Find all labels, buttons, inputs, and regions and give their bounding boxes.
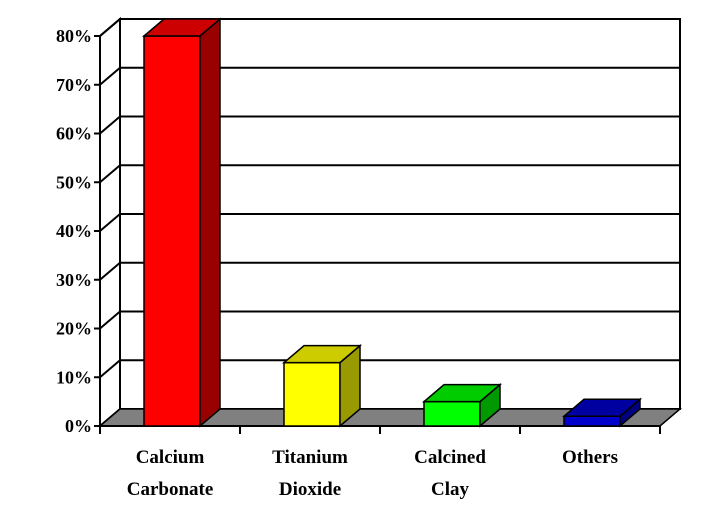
y-tick-label: 80% — [56, 26, 92, 46]
gridline-depth — [99, 213, 121, 232]
gridline-depth — [99, 115, 121, 135]
x-category-label-line: Calcined — [414, 447, 486, 468]
x-category-label-line: Carbonate — [127, 479, 214, 500]
y-tick-label: 40% — [56, 221, 92, 241]
bar — [281, 344, 363, 428]
x-category-label-line: Clay — [431, 479, 470, 500]
y-tick-label: 60% — [56, 124, 92, 144]
gridline-depth — [99, 359, 121, 379]
bar — [141, 17, 223, 428]
gridline-depth — [99, 310, 121, 330]
x-category-label: Others — [562, 447, 618, 468]
gridline-depth — [99, 261, 121, 281]
x-category-label: Calcium Carbonate — [127, 447, 214, 500]
y-tick-label: 50% — [56, 172, 92, 192]
y-tick-label: 70% — [56, 75, 92, 95]
x-category-label-line: Calcium — [136, 447, 205, 468]
bar-front — [283, 361, 341, 427]
bar-top — [281, 344, 363, 364]
y-tick-label: 0% — [65, 416, 92, 436]
y-tick-labels: 0% 10% 20% 30% 40% 50% 60% 70% 80% — [56, 26, 92, 436]
x-category-label-line: Titanium — [272, 447, 348, 468]
y-tick-label: 10% — [56, 367, 92, 387]
bar — [561, 397, 643, 428]
y-tick-label: 30% — [56, 270, 92, 290]
y-tick-label: 20% — [56, 319, 92, 339]
gridline-depth — [99, 164, 121, 184]
gridline-depth — [99, 18, 121, 37]
x-category-label: Calcined Clay — [414, 447, 486, 500]
bar-front — [143, 35, 201, 427]
bar-front — [563, 415, 621, 427]
x-category-label-line: Dioxide — [279, 479, 341, 500]
x-category-label-line: Others — [562, 447, 618, 468]
bar-side — [199, 17, 221, 428]
x-category-label: Titanium Dioxide — [272, 447, 348, 500]
bar — [421, 383, 503, 428]
bar-front — [423, 400, 481, 427]
bar-top — [421, 383, 503, 403]
bars — [141, 17, 643, 428]
bar-top — [561, 398, 643, 417]
bar-top — [141, 18, 223, 37]
gridline-depth — [99, 66, 121, 86]
